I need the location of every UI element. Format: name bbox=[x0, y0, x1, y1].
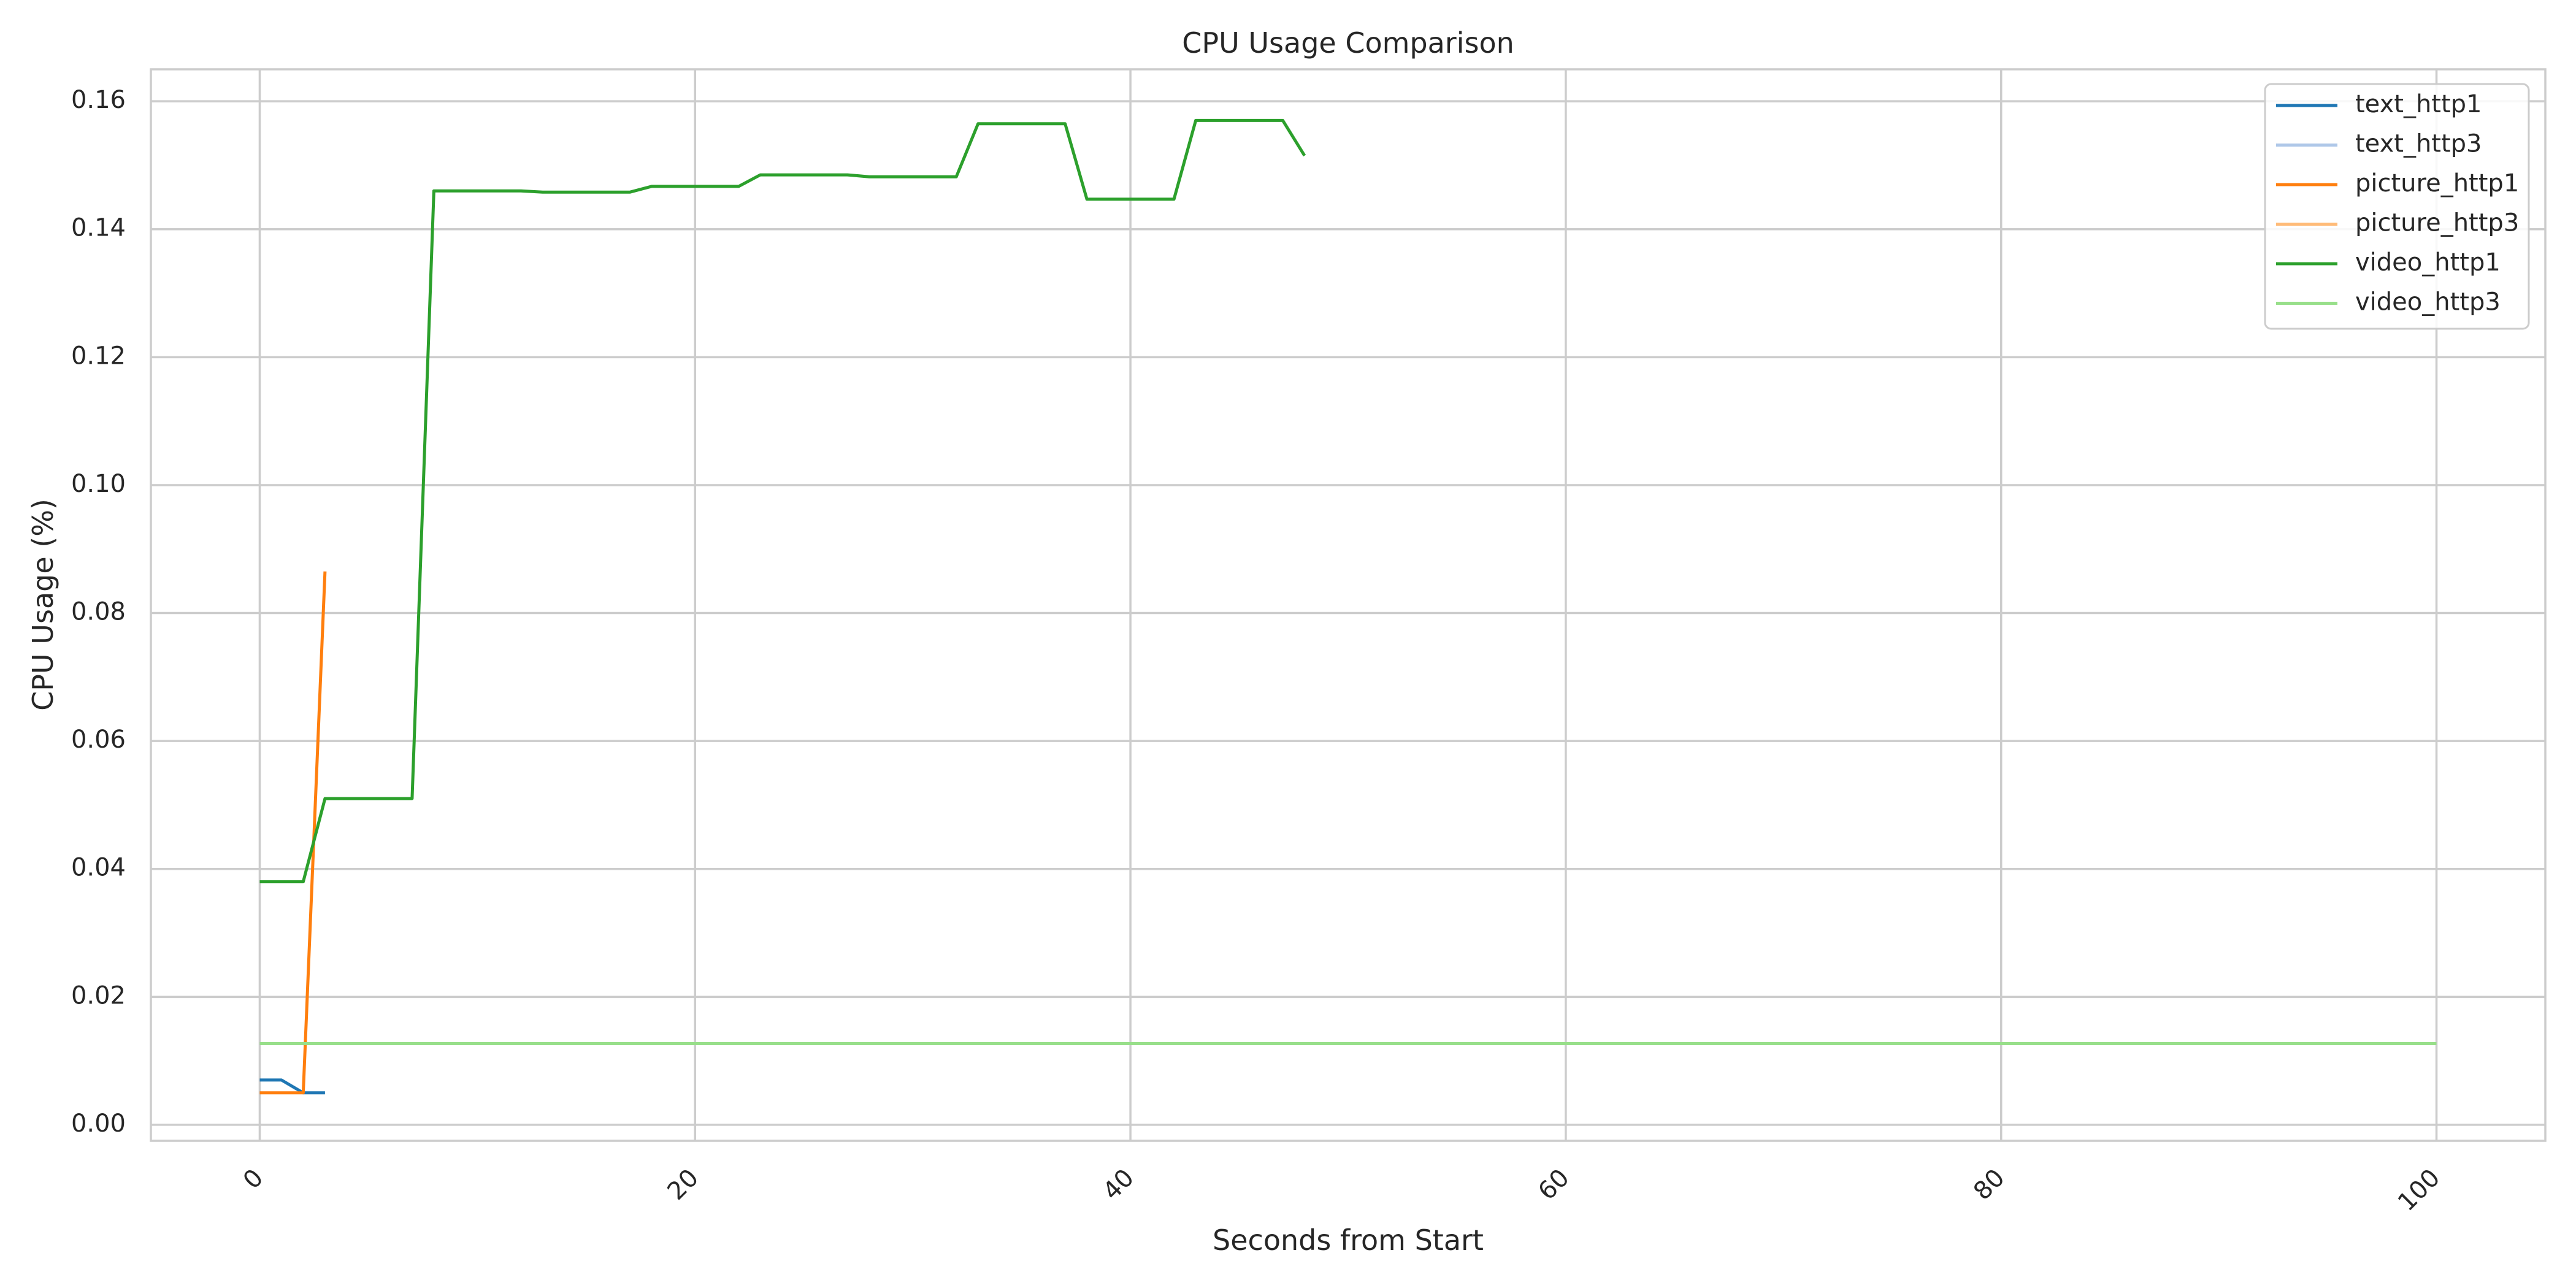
y-tick-label: 0.08 bbox=[71, 598, 126, 626]
series-line-text-http1 bbox=[259, 1078, 325, 1095]
legend-label-picture-http1: picture_http1 bbox=[2355, 169, 2519, 197]
series-line-picture-http1 bbox=[259, 571, 327, 1095]
y-tick-label: 0.00 bbox=[71, 1110, 126, 1138]
y-tick-label: 0.06 bbox=[71, 726, 126, 754]
legend-label-video-http1: video_http1 bbox=[2355, 248, 2501, 277]
y-grid bbox=[151, 100, 2545, 1126]
y-tick-label: 0.12 bbox=[71, 342, 126, 370]
series-lines bbox=[259, 118, 2437, 1095]
legend-label-text-http1: text_http1 bbox=[2355, 90, 2482, 118]
x-axis-label: Seconds from Start bbox=[1213, 1224, 1484, 1257]
legend-label-text-http3: text_http3 bbox=[2355, 130, 2482, 158]
y-tick-labels: 0.00 0.02 0.04 0.06 0.08 0.10 0.12 0.14 0.16 bbox=[71, 86, 126, 1138]
series-line-video-http1 bbox=[259, 118, 1306, 884]
y-tick-label: 0.14 bbox=[71, 214, 126, 242]
y-tick-label: 0.02 bbox=[71, 981, 126, 1010]
chart-title: CPU Usage Comparison bbox=[1182, 26, 1514, 59]
y-tick-label: 0.10 bbox=[71, 470, 126, 498]
y-tick-label: 0.04 bbox=[71, 854, 126, 882]
y-axis-label: CPU Usage (%) bbox=[26, 499, 59, 711]
plot-area bbox=[151, 69, 2545, 1141]
legend: text_http1 text_http3 picture_http1picture… bbox=[2264, 83, 2530, 330]
legend-label-video-http3: video_http3 bbox=[2355, 288, 2501, 316]
legend-label-picture-http3: picture_http3 bbox=[2355, 209, 2519, 237]
plot-frame bbox=[150, 68, 2547, 1142]
y-tick-label: 0.16 bbox=[71, 86, 126, 114]
